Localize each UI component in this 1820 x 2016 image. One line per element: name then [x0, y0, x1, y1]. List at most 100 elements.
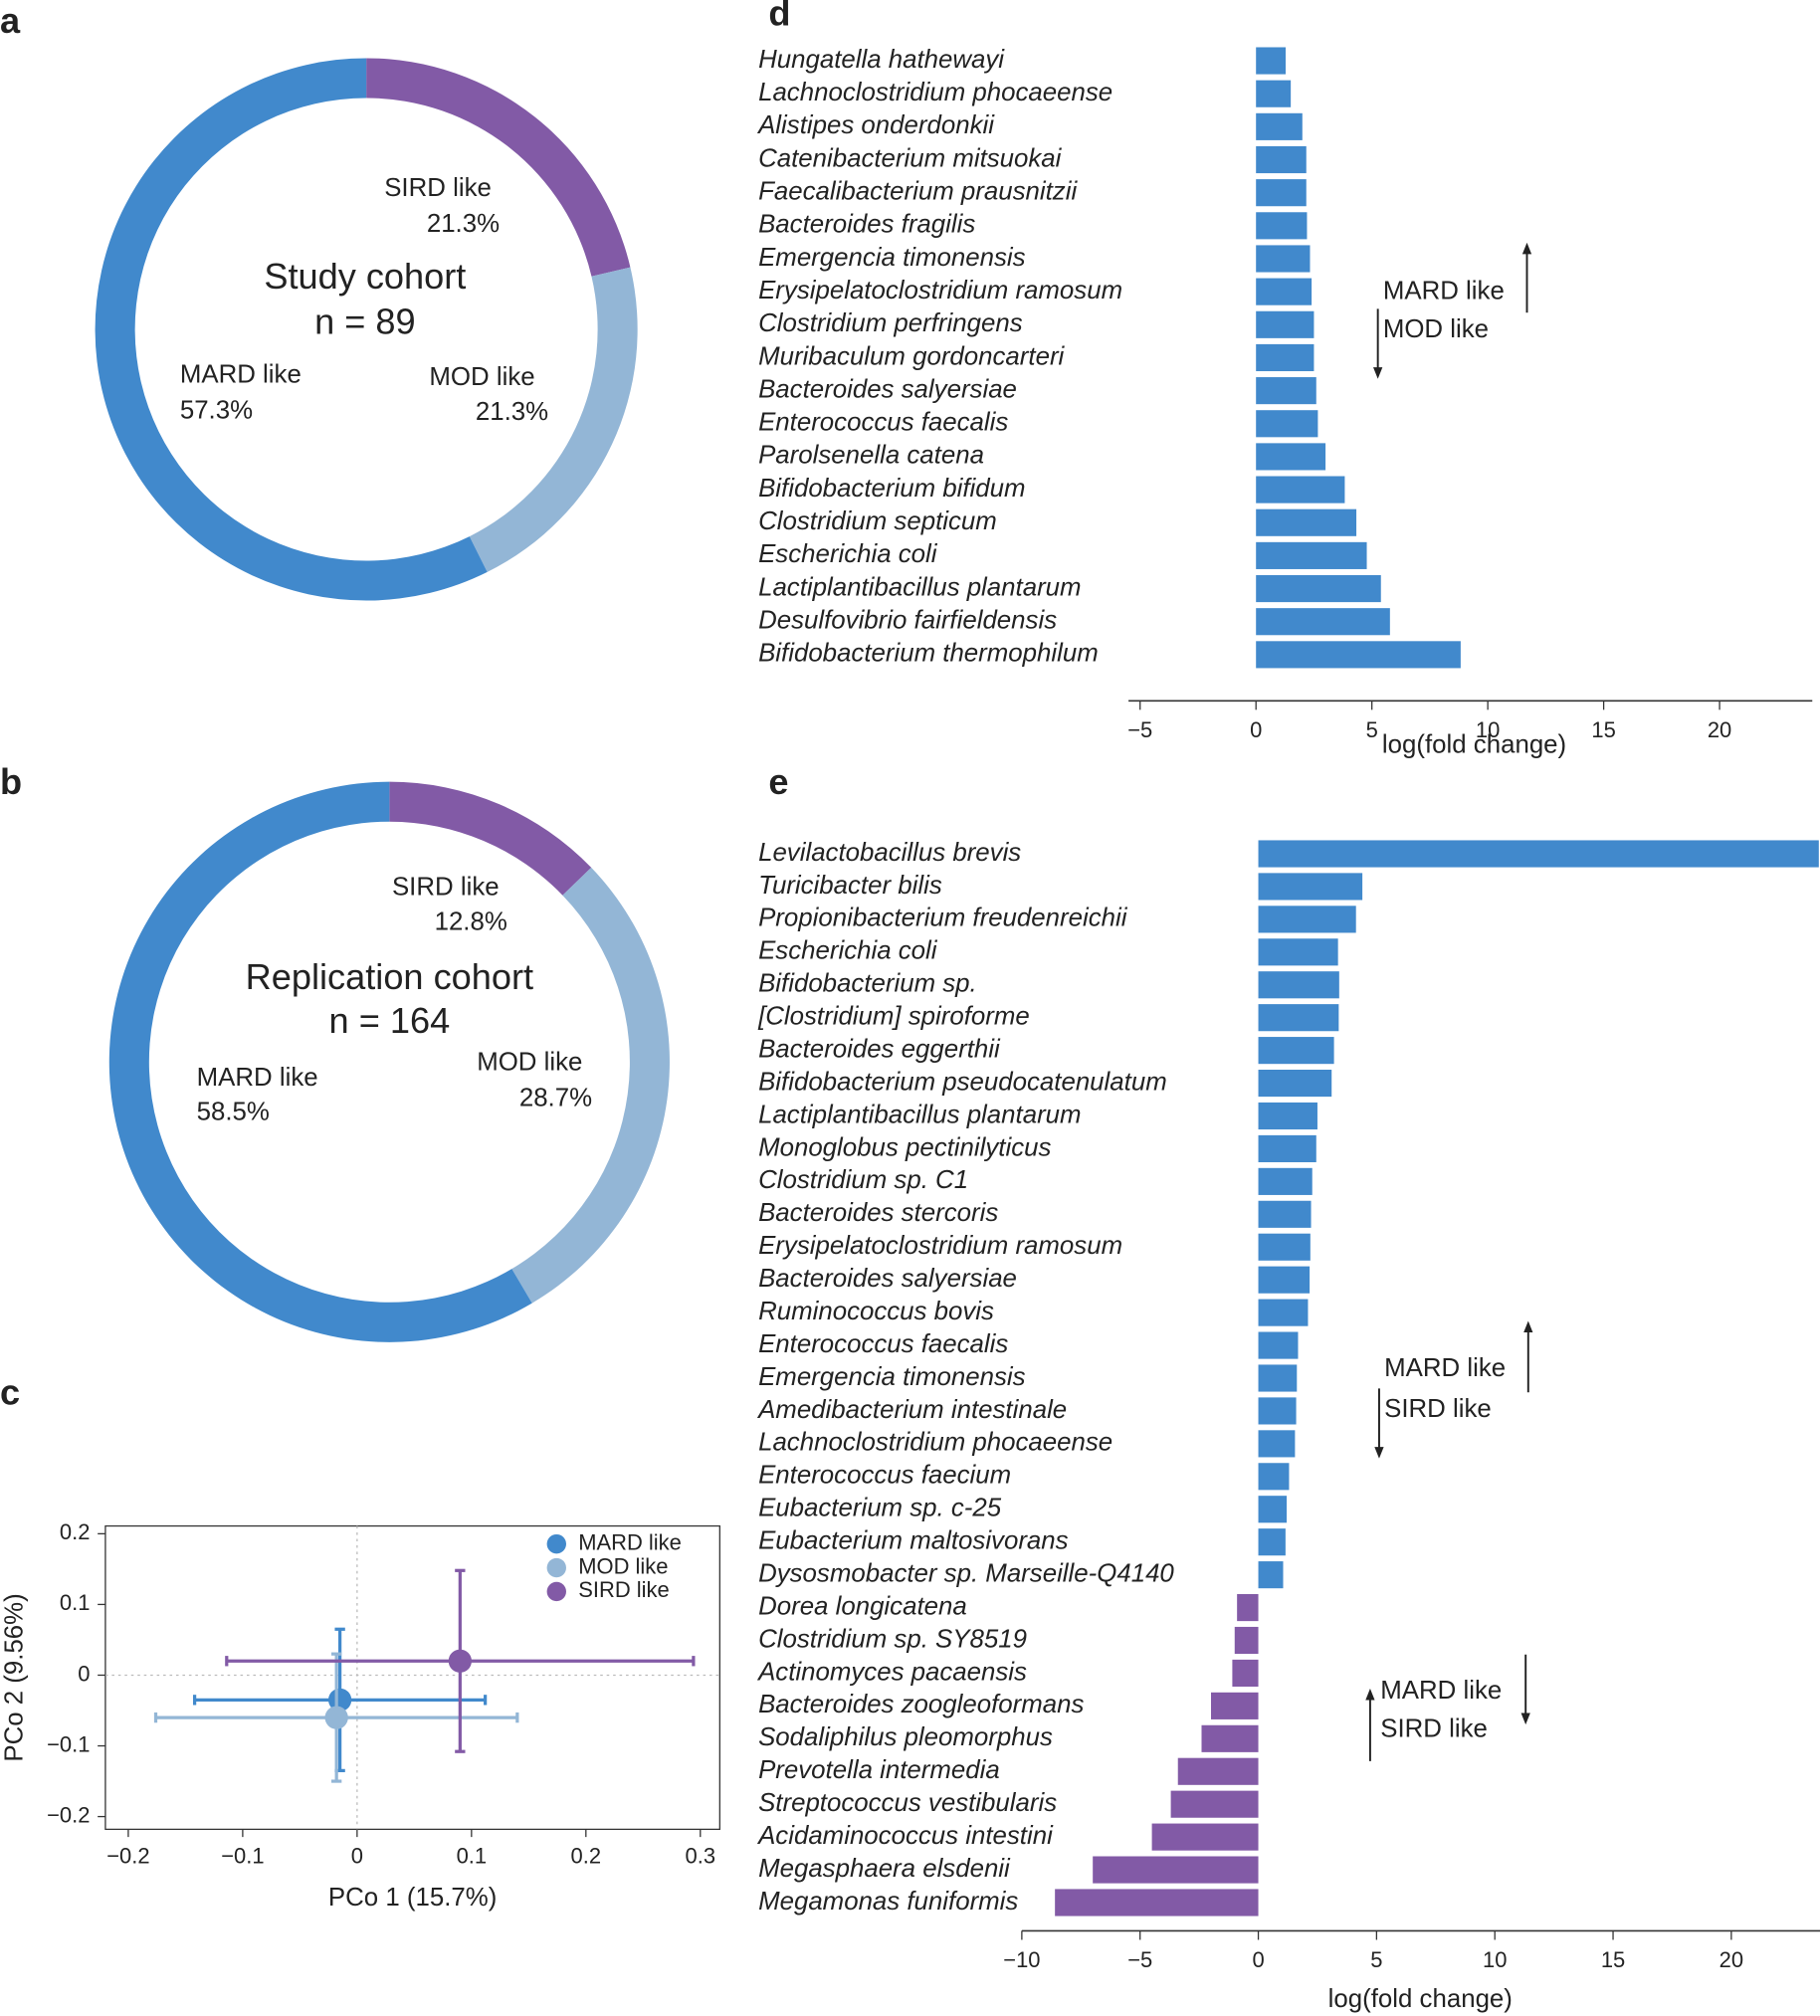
x-tick-label: 20	[1708, 717, 1731, 742]
category-label: Clostridium septicum	[758, 507, 997, 535]
category-label: Eubacterium maltosivorans	[758, 1527, 1069, 1555]
category-label: Prevotella intermedia	[758, 1756, 1000, 1784]
panel-label: c	[0, 1371, 20, 1412]
category-label: Bifidobacterium sp.	[758, 970, 977, 998]
category-label: Bacteroides fragilis	[758, 211, 975, 239]
bar	[1256, 410, 1318, 438]
segment-label: MOD like	[477, 1048, 582, 1076]
x-tick-label: 5	[1370, 1947, 1382, 1972]
y-tick-label: 0.1	[60, 1590, 90, 1615]
bar	[1256, 608, 1390, 636]
donut-title: Study cohort	[264, 256, 466, 297]
bar	[1258, 1528, 1286, 1556]
donut-segment	[108, 781, 532, 1342]
bar	[1258, 1299, 1309, 1326]
category-label: Erysipelatoclostridium ramosum	[758, 1232, 1122, 1260]
bar	[1258, 1037, 1334, 1065]
bar	[1256, 508, 1357, 536]
donut-segment	[366, 58, 631, 277]
category-label: Enterococcus faecalis	[758, 1330, 1008, 1358]
bar	[1258, 840, 1819, 868]
category-label: Amedibacterium intestinale	[756, 1396, 1067, 1424]
donut-subtitle: n = 89	[314, 301, 416, 341]
category-label: Emergencia timonensis	[758, 1363, 1026, 1391]
legend-marker	[546, 1533, 566, 1554]
annotation: MARD like	[1384, 1354, 1506, 1382]
y-tick-label: 0.2	[60, 1519, 90, 1544]
x-axis-label: log(fold change)	[1382, 730, 1566, 758]
bar	[1201, 1724, 1259, 1752]
category-label: Bifidobacterium bifidum	[758, 475, 1025, 503]
bar	[1258, 1102, 1317, 1130]
category-label: Sodaliphilus pleomorphus	[758, 1723, 1053, 1751]
bar	[1258, 1004, 1339, 1032]
bar	[1258, 1134, 1316, 1162]
bar	[1256, 47, 1287, 75]
x-tick-label: −5	[1127, 717, 1152, 742]
bar	[1256, 145, 1307, 174]
bar	[1258, 873, 1363, 901]
x-tick-label: 15	[1591, 717, 1615, 742]
bar	[1234, 1626, 1259, 1655]
panel-label: a	[0, 0, 21, 41]
donut-subtitle: n = 164	[329, 1000, 451, 1041]
segment-label: MARD like	[197, 1064, 318, 1092]
bar	[1258, 1463, 1290, 1491]
x-tick-label: 0	[1252, 1947, 1264, 1972]
x-tick-label: 0.1	[457, 1844, 488, 1869]
legend-label: MOD like	[578, 1553, 668, 1578]
category-label: Alistipes onderdonkii	[756, 111, 995, 139]
x-tick-label: −0.2	[106, 1844, 149, 1869]
legend-label: MARD like	[578, 1529, 682, 1554]
category-label: Emergencia timonensis	[758, 244, 1026, 272]
category-label: Monoglobus pectinilyticus	[758, 1133, 1051, 1161]
bar	[1232, 1659, 1259, 1687]
bar	[1258, 1200, 1312, 1228]
category-label: Lachnoclostridium phocaeense	[758, 79, 1112, 106]
x-tick-label: 0.3	[686, 1844, 716, 1869]
bar	[1256, 443, 1326, 471]
donut-segment	[511, 867, 670, 1304]
bar	[1258, 1496, 1288, 1523]
donut-title: Replication cohort	[246, 956, 533, 997]
annotation: MARD like	[1383, 277, 1505, 304]
x-tick-label: 0	[351, 1844, 363, 1869]
bar	[1258, 906, 1356, 933]
legend-marker	[546, 1557, 566, 1578]
x-tick-label: 10	[1476, 717, 1500, 742]
bar	[1211, 1692, 1259, 1719]
bar	[1258, 1070, 1332, 1098]
donut-segment	[95, 58, 488, 601]
category-label: Catenibacterium mitsuokai	[758, 144, 1063, 172]
category-label: [Clostridium] spiroforme	[757, 1003, 1030, 1031]
bar	[1256, 574, 1381, 603]
legend-marker	[546, 1581, 566, 1602]
bar	[1256, 641, 1461, 669]
bar	[1177, 1757, 1259, 1785]
bar	[1093, 1856, 1259, 1884]
category-label: Escherichia coli	[758, 540, 938, 568]
y-tick-label: 0	[78, 1661, 90, 1686]
category-label: Ruminococcus bovis	[758, 1298, 994, 1325]
category-label: Streptococcus vestibularis	[758, 1789, 1057, 1817]
bar	[1055, 1889, 1259, 1916]
category-label: Bacteroides zoogleoformans	[758, 1691, 1084, 1718]
bar	[1256, 212, 1308, 240]
x-tick-label: 0	[1250, 717, 1262, 742]
panel-label: b	[0, 761, 22, 802]
donut-segment	[389, 781, 592, 896]
category-label: Acidaminococcus intestini	[756, 1822, 1054, 1850]
bar	[1256, 541, 1367, 569]
x-axis-label: PCo 1 (15.7%)	[328, 1884, 497, 1912]
point	[324, 1706, 348, 1729]
bar	[1170, 1790, 1259, 1818]
category-label: Bacteroides eggerthii	[758, 1035, 1001, 1063]
category-label: Megamonas funiformis	[758, 1888, 1018, 1915]
bar	[1258, 1167, 1313, 1195]
segment-value: 57.3%	[180, 396, 253, 424]
y-tick-label: −0.1	[47, 1731, 90, 1756]
bar	[1258, 1561, 1284, 1589]
y-axis-label: PCo 2 (9.56%)	[0, 1593, 28, 1761]
segment-value: 21.3%	[427, 210, 500, 238]
